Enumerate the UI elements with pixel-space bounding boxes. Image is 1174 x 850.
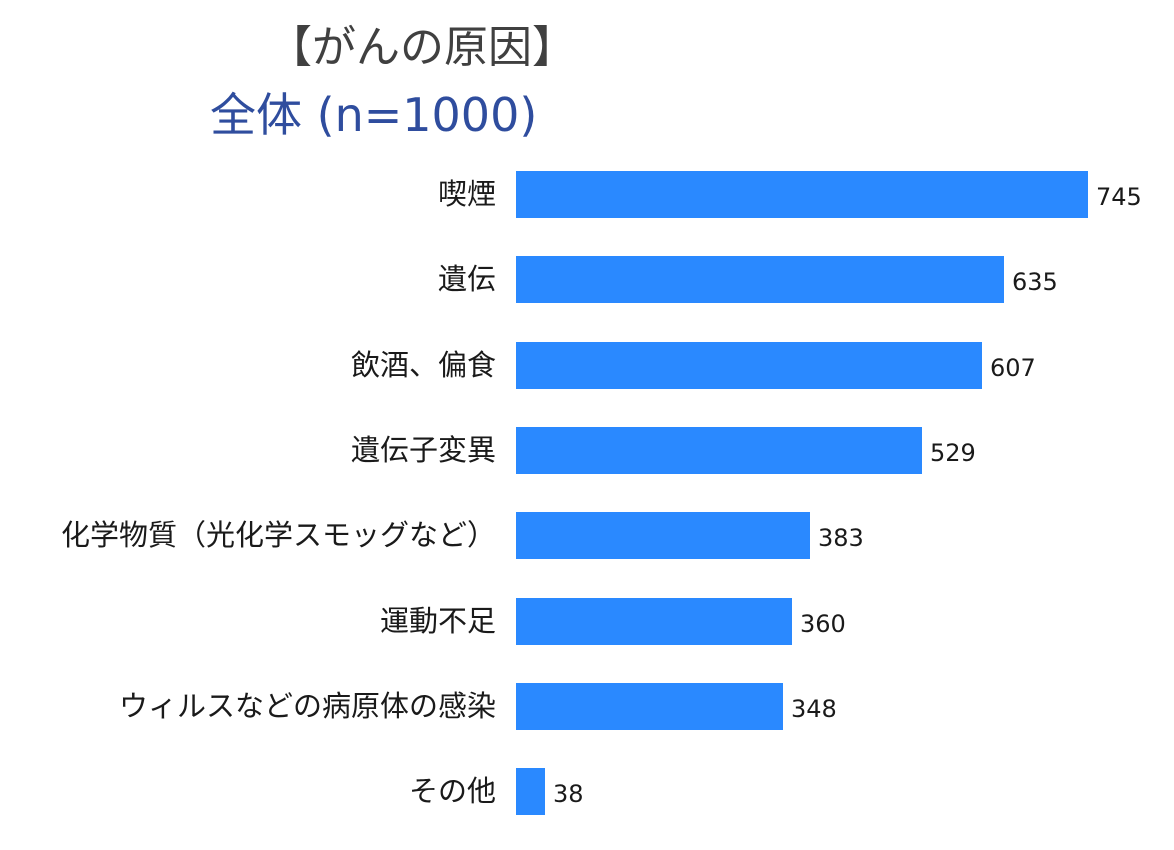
category-label: 遺伝 <box>437 262 496 297</box>
bar-row: ウィルスなどの病原体の感染 348 <box>0 682 1174 730</box>
bar-row: 遺伝 635 <box>0 256 1174 304</box>
value-label: 745 <box>1096 183 1142 211</box>
bar-row: 喫煙 745 <box>0 171 1174 218</box>
bar-row: 化学物質（光化学スモッグなど） 383 <box>0 512 1174 560</box>
chart-title: 【がんの原因】 <box>268 22 576 73</box>
bar-row: 運動不足 360 <box>0 597 1174 645</box>
value-label: 348 <box>791 694 837 723</box>
bar <box>516 256 1004 304</box>
value-label: 635 <box>1012 268 1058 297</box>
bar <box>516 682 783 730</box>
category-label: 飲酒、偏食 <box>350 347 496 382</box>
chart-subtitle: 全体 (n=1000) <box>210 88 538 142</box>
value-label: 607 <box>990 353 1036 382</box>
bar-row: 飲酒、偏食 607 <box>0 341 1174 389</box>
bar <box>516 426 922 474</box>
bar <box>516 171 1088 218</box>
category-label: 運動不足 <box>379 603 496 638</box>
bar <box>516 597 792 645</box>
value-label: 383 <box>818 524 864 553</box>
value-label: 529 <box>930 438 976 467</box>
bar <box>516 768 545 816</box>
bar-row: 遺伝子変異 529 <box>0 426 1174 474</box>
category-label: ウィルスなどの病原体の感染 <box>118 688 496 723</box>
value-label: 360 <box>800 609 846 638</box>
category-label: その他 <box>408 774 496 809</box>
category-label: 喫煙 <box>437 177 496 211</box>
bar <box>516 341 982 389</box>
category-label: 化学物質（光化学スモッグなど） <box>60 518 496 553</box>
value-label: 38 <box>553 780 584 809</box>
category-label: 遺伝子変異 <box>350 432 496 467</box>
bar <box>516 512 810 560</box>
bar-row: その他 38 <box>0 768 1174 816</box>
